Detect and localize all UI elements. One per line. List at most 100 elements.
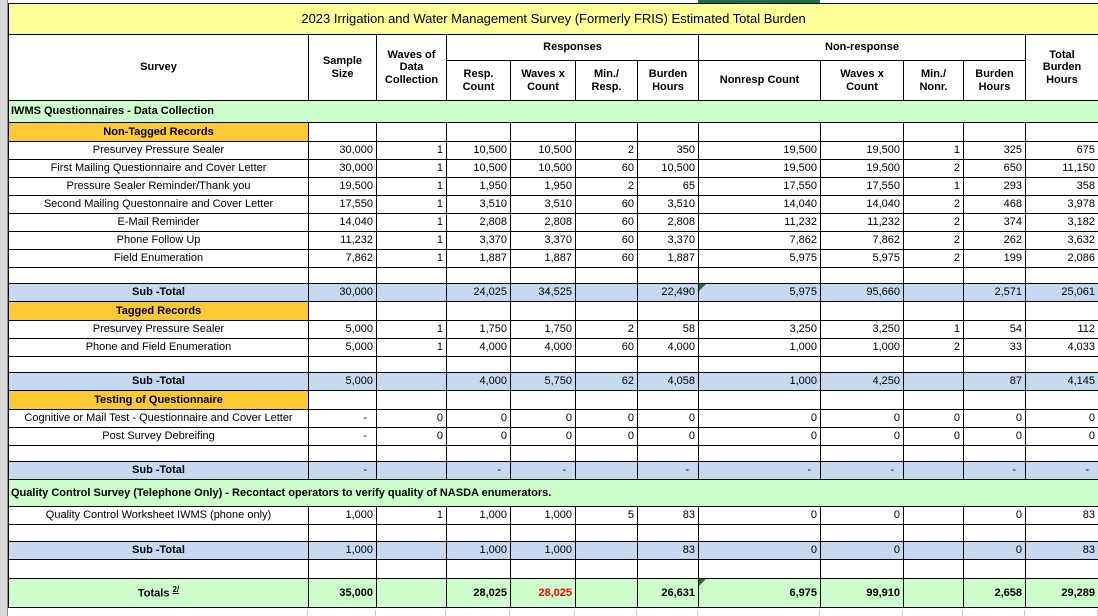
value-cell[interactable] <box>903 356 964 373</box>
value-cell[interactable]: 24,025 <box>446 283 511 302</box>
empty-label-cell[interactable] <box>8 267 309 284</box>
value-cell[interactable] <box>308 267 377 284</box>
value-cell[interactable] <box>308 122 377 142</box>
value-cell[interactable] <box>698 390 821 410</box>
value-cell[interactable]: 19,500 <box>698 141 821 160</box>
value-cell[interactable]: 0 <box>698 427 821 446</box>
value-cell[interactable] <box>637 122 699 142</box>
value-cell[interactable] <box>903 283 964 302</box>
value-cell[interactable]: 1,000 <box>446 506 511 525</box>
value-cell[interactable] <box>376 122 447 142</box>
value-cell[interactable]: 468 <box>963 195 1026 214</box>
value-cell[interactable] <box>637 390 699 410</box>
value-cell[interactable]: 3,370 <box>637 231 699 250</box>
value-cell[interactable]: 1,000 <box>308 506 377 525</box>
value-cell[interactable]: 35,000 <box>308 578 377 608</box>
value-cell[interactable] <box>308 301 377 321</box>
value-cell[interactable] <box>308 524 377 542</box>
value-cell[interactable]: 30,000 <box>308 159 377 178</box>
value-cell[interactable]: 10,500 <box>510 141 576 160</box>
value-cell[interactable]: 0 <box>963 506 1026 525</box>
value-cell[interactable]: 11,150 <box>1024 159 1098 178</box>
value-cell[interactable] <box>446 390 511 410</box>
value-cell[interactable] <box>963 559 1026 579</box>
value-cell[interactable]: 3,370 <box>510 231 576 250</box>
value-cell[interactable] <box>963 524 1026 542</box>
value-cell[interactable]: 1,887 <box>510 249 576 268</box>
value-cell[interactable]: - <box>637 461 699 480</box>
value-cell[interactable]: 54 <box>963 320 1026 339</box>
value-cell[interactable]: 1 <box>376 249 447 268</box>
value-cell[interactable]: 2 <box>903 159 964 178</box>
value-cell[interactable]: 60 <box>575 338 638 357</box>
value-cell[interactable]: 83 <box>1024 541 1098 560</box>
value-cell[interactable]: 7,862 <box>820 231 904 250</box>
survey-name-cell[interactable]: First Mailing Questionnaire and Cover Le… <box>8 159 309 178</box>
value-cell[interactable] <box>376 283 447 302</box>
value-cell[interactable] <box>903 506 964 525</box>
col-group-responses[interactable]: Responses <box>446 34 699 61</box>
value-cell[interactable]: 1,950 <box>446 177 511 196</box>
value-cell[interactable]: 1,000 <box>698 338 821 357</box>
totals-label-cell[interactable]: Totals 2/ <box>8 578 309 608</box>
value-cell[interactable]: 83 <box>637 541 699 560</box>
value-cell[interactable]: 293 <box>963 177 1026 196</box>
value-cell[interactable]: 17,550 <box>698 177 821 196</box>
value-cell[interactable]: 5,000 <box>308 338 377 357</box>
value-cell[interactable] <box>376 372 447 391</box>
value-cell[interactable]: 2,808 <box>510 213 576 232</box>
survey-name-cell[interactable]: Phone Follow Up <box>8 231 309 250</box>
value-cell[interactable] <box>446 122 511 142</box>
value-cell[interactable] <box>446 301 511 321</box>
value-cell[interactable] <box>376 461 447 480</box>
value-cell[interactable]: 650 <box>963 159 1026 178</box>
value-cell[interactable] <box>376 445 447 462</box>
value-cell[interactable] <box>446 356 511 373</box>
value-cell[interactable]: - <box>308 409 377 428</box>
empty-label-cell[interactable] <box>8 356 309 373</box>
value-cell[interactable]: 3,510 <box>637 195 699 214</box>
value-cell[interactable]: 2 <box>903 231 964 250</box>
value-cell[interactable]: 28,025 <box>446 578 511 608</box>
value-cell[interactable]: 262 <box>963 231 1026 250</box>
value-cell[interactable]: 4,000 <box>510 338 576 357</box>
value-cell[interactable] <box>820 524 904 542</box>
value-cell[interactable] <box>903 267 964 284</box>
value-cell[interactable]: 5 <box>575 506 638 525</box>
value-cell[interactable] <box>308 559 377 579</box>
value-cell[interactable]: 11,232 <box>698 213 821 232</box>
value-cell[interactable]: 60 <box>575 159 638 178</box>
value-cell[interactable] <box>903 578 964 608</box>
value-cell[interactable] <box>963 356 1026 373</box>
group-header[interactable]: Testing of Questionnaire <box>8 390 309 410</box>
value-cell[interactable]: 1,000 <box>820 338 904 357</box>
value-cell[interactable]: 0 <box>820 427 904 446</box>
value-cell[interactable] <box>637 356 699 373</box>
value-cell[interactable] <box>510 445 576 462</box>
value-cell[interactable]: 87 <box>963 372 1026 391</box>
value-cell[interactable]: 358 <box>1024 177 1098 196</box>
subtotal-label-cell[interactable]: Sub -Total <box>8 372 309 391</box>
survey-name-cell[interactable]: Presurvey Pressure Sealer <box>8 320 309 339</box>
value-cell[interactable] <box>575 541 638 560</box>
value-cell[interactable]: 34,525 <box>510 283 576 302</box>
value-cell[interactable] <box>575 578 638 608</box>
survey-name-cell[interactable]: Phone and Field Enumeration <box>8 338 309 357</box>
empty-label-cell[interactable] <box>8 445 309 462</box>
value-cell[interactable]: 3,182 <box>1024 213 1098 232</box>
value-cell[interactable] <box>903 541 964 560</box>
value-cell[interactable]: 1 <box>376 195 447 214</box>
value-cell[interactable] <box>575 122 638 142</box>
col-header-total-burden[interactable]: Total Burden Hours <box>1024 34 1098 101</box>
value-cell[interactable] <box>446 524 511 542</box>
value-cell[interactable]: 0 <box>820 506 904 525</box>
value-cell[interactable]: 30,000 <box>308 283 377 302</box>
value-cell[interactable]: - <box>308 461 377 480</box>
value-cell[interactable]: 28,025 <box>510 578 576 608</box>
survey-name-cell[interactable]: Post Survey Debreifing <box>8 427 309 446</box>
value-cell[interactable]: 10,500 <box>446 141 511 160</box>
value-cell[interactable]: 0 <box>963 409 1026 428</box>
value-cell[interactable] <box>903 461 964 480</box>
value-cell[interactable]: 325 <box>963 141 1026 160</box>
survey-name-cell[interactable]: Pressure Sealer Reminder/Thank you <box>8 177 309 196</box>
